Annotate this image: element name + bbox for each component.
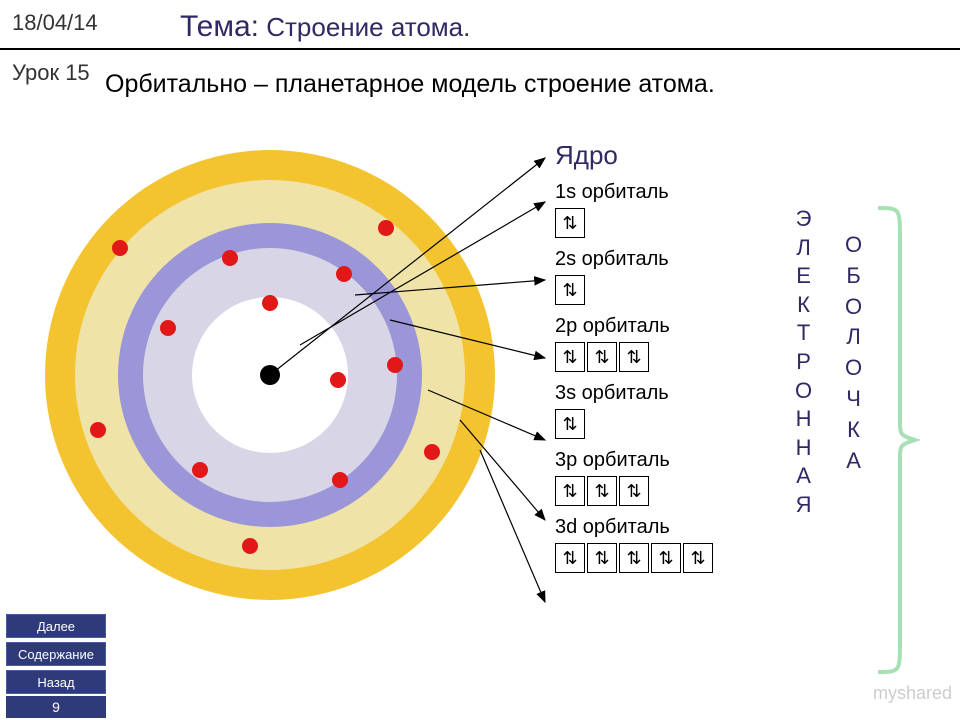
- electron-box: ⇅: [555, 543, 585, 573]
- title-rest: Строение атома.: [259, 12, 470, 42]
- electron-box: ⇅: [619, 342, 649, 372]
- orbital-label: 2s орбиталь: [555, 248, 713, 271]
- back-button[interactable]: Назад: [6, 670, 106, 694]
- electron-boxes: ⇅⇅⇅: [555, 476, 713, 506]
- vertical-word-electronic: ЭЛЕКТРОННАЯ: [795, 205, 812, 520]
- orbital-label: 3p орбиталь: [555, 449, 713, 472]
- electron-box: ⇅: [619, 476, 649, 506]
- electron-box: ⇅: [651, 543, 681, 573]
- date-text: 18/04/14: [12, 10, 98, 36]
- electron-boxes: ⇅: [555, 409, 713, 439]
- electron-box: ⇅: [683, 543, 713, 573]
- orbital-label: 3d орбиталь: [555, 516, 713, 539]
- orbital-block: 1s орбиталь ⇅: [555, 181, 713, 238]
- atom-diagram: [40, 130, 560, 650]
- orbital-label: 2p орбиталь: [555, 315, 713, 338]
- electron-box: ⇅: [555, 208, 585, 238]
- watermark: myshared: [873, 683, 952, 704]
- electron-box: ⇅: [587, 342, 617, 372]
- next-button[interactable]: Далее: [6, 614, 106, 638]
- legend-column: Ядро 1s орбиталь ⇅ 2s орбиталь ⇅ 2p орбиталь…: [555, 140, 713, 583]
- electron-box: ⇅: [555, 275, 585, 305]
- electron-boxes: ⇅⇅⇅: [555, 342, 713, 372]
- orbital-block: 2p орбиталь⇅⇅⇅: [555, 315, 713, 372]
- electron-box: ⇅: [619, 543, 649, 573]
- curly-brace: [870, 200, 920, 680]
- page-number: 9: [6, 696, 106, 718]
- vertical-word-shell: ОБОЛОЧКА: [845, 230, 862, 476]
- electron-boxes: ⇅: [555, 208, 713, 238]
- orbital-block: 3s орбиталь ⇅: [555, 382, 713, 439]
- electron-box: ⇅: [555, 409, 585, 439]
- orbital-label: 1s орбиталь: [555, 181, 713, 204]
- horizontal-rule: [0, 48, 960, 50]
- electron-boxes: ⇅⇅⇅⇅⇅: [555, 543, 713, 573]
- electron-box: ⇅: [555, 342, 585, 372]
- title-prefix: Тема:: [180, 10, 259, 43]
- subtitle: Орбитально – планетарное модель строение…: [105, 70, 715, 99]
- electron-boxes: ⇅: [555, 275, 713, 305]
- electron-box: ⇅: [587, 543, 617, 573]
- orbital-label: 3s орбиталь: [555, 382, 713, 405]
- contents-button[interactable]: Содержание: [6, 642, 106, 666]
- lesson-number: Урок 15: [12, 60, 90, 86]
- electron-box: ⇅: [587, 476, 617, 506]
- orbital-block: 2s орбиталь ⇅: [555, 248, 713, 305]
- orbital-block: 3d орбиталь⇅⇅⇅⇅⇅: [555, 516, 713, 573]
- nucleus-label: Ядро: [555, 140, 713, 171]
- electron-box: ⇅: [555, 476, 585, 506]
- page-title: Тема: Строение атома.: [180, 10, 470, 44]
- orbital-block: 3p орбиталь⇅⇅⇅: [555, 449, 713, 506]
